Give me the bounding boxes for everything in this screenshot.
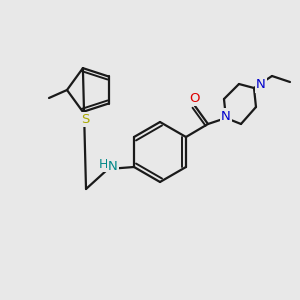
Text: N: N — [221, 110, 231, 122]
Text: H: H — [98, 158, 108, 170]
Text: S: S — [81, 113, 89, 126]
Text: N: N — [108, 160, 118, 172]
Text: O: O — [190, 92, 200, 104]
Text: N: N — [256, 79, 266, 92]
